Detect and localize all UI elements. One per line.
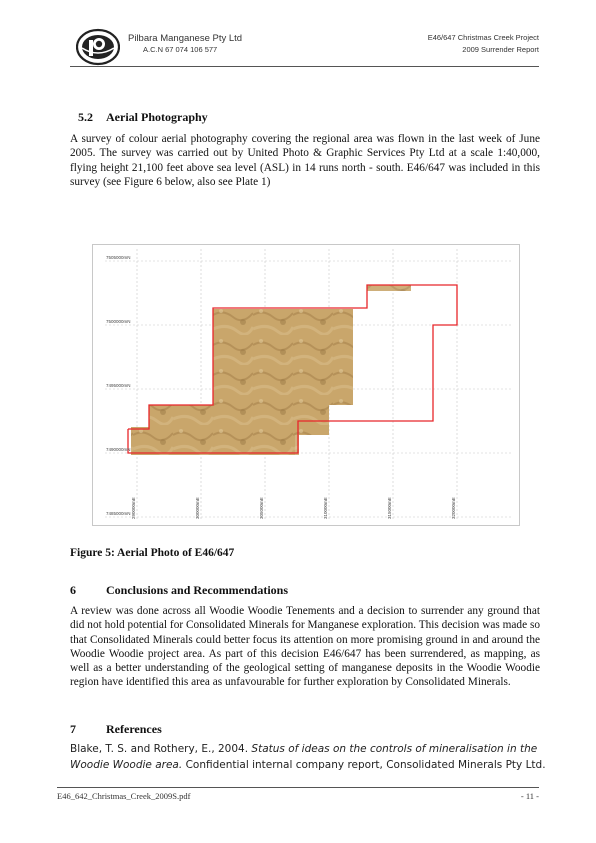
tenement-boundary	[127, 284, 458, 454]
header-acn: A.C.N 67 074 106 577	[143, 45, 218, 54]
aerial-photo-figure: 7505000mN 7500000mN 7495000mN 7490000mN …	[92, 244, 520, 526]
photo-mosaic	[131, 285, 411, 455]
figure-caption: Figure 5: Aerial Photo of E46/647	[70, 547, 235, 559]
section-5-2-title: Aerial Photography	[106, 110, 208, 124]
section-7-number: 7	[70, 722, 76, 736]
easting-label: 310000mE	[323, 497, 328, 519]
northing-label: 7490000mN	[106, 447, 131, 452]
footer-divider	[57, 787, 539, 788]
header-report: 2009 Surrender Report	[462, 45, 539, 54]
easting-label: 300000mE	[195, 497, 200, 519]
section-5-2-number: 5.2	[78, 110, 93, 124]
company-logo	[76, 28, 120, 66]
footer-page-number: - 11 -	[520, 791, 539, 801]
easting-label: 305000mE	[259, 497, 264, 519]
easting-label: 320000mE	[451, 497, 456, 519]
header-company-name: Pilbara Manganese Pty Ltd	[128, 33, 243, 44]
header-divider	[70, 66, 539, 67]
section-7-title: References	[106, 722, 162, 736]
northing-label: 7500000mN	[106, 319, 131, 324]
section-6-number: 6	[70, 583, 76, 597]
easting-label: 315000mE	[387, 497, 392, 519]
header-project: E46/647 Christmas Creek Project	[427, 33, 539, 42]
northing-label: 7485000mN	[106, 511, 131, 516]
section-5-2-body: A survey of colour aerial photography co…	[70, 133, 540, 188]
northing-label: 7505000mN	[106, 255, 131, 260]
reference-authors: Blake, T. S. and Rothery, E., 2004.	[70, 743, 249, 755]
section-6-body: A review was done across all Woodie Wood…	[70, 605, 540, 689]
section-6-title: Conclusions and Recommendations	[106, 583, 289, 597]
footer-filename: E46_642_Christmas_Creek_2009S.pdf	[57, 791, 191, 801]
reference-entry: Blake, T. S. and Rothery, E., 2004. Stat…	[70, 741, 550, 773]
reference-title: Status of ideas on the controls of miner…	[70, 743, 538, 771]
aerial-photo-map: 7505000mN 7500000mN 7495000mN 7490000mN …	[105, 249, 513, 521]
northing-label: 7495000mN	[106, 383, 131, 388]
reference-note: Confidential internal company report, Co…	[185, 759, 546, 771]
easting-label: 290000mE	[131, 497, 136, 519]
